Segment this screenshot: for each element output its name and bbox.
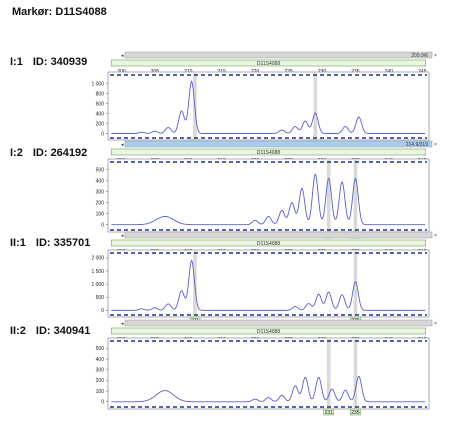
y-tick-label: 400 [96, 111, 105, 117]
y-tick-label: 100 [96, 211, 105, 217]
marker-name: D11S4088 [257, 61, 280, 67]
y-tick-label: 0 [101, 131, 104, 137]
y-tick-label: 200 [96, 378, 105, 384]
panel-3-sample: II:1 [10, 237, 26, 249]
allele-highlight [353, 338, 358, 409]
plot-frame [107, 249, 430, 318]
close-icon: × [434, 142, 437, 148]
allele-call-label: 231 [325, 410, 334, 416]
y-tick-label: 2 000 [91, 256, 104, 262]
y-tick-label: 200 [96, 200, 105, 206]
panel-header-bar [124, 51, 433, 59]
y-tick-label: 500 [96, 295, 105, 301]
y-tick-label: 500 [96, 346, 105, 352]
signal-trace [111, 375, 426, 403]
y-tick-label: 400 [96, 357, 105, 363]
marker-bar [111, 239, 426, 247]
y-tick-label: 500 [96, 167, 105, 173]
panel-3-label: II:1 ID: 335701 [10, 237, 100, 249]
signal-trace [111, 259, 426, 311]
allele-highlight [313, 72, 318, 140]
panel-3-id: ID: 335701 [35, 237, 91, 249]
y-tick-label: 300 [96, 189, 105, 195]
y-tick-label: 1 000 [91, 282, 104, 288]
y-tick-label: 300 [96, 368, 105, 374]
marker-bar [111, 59, 426, 67]
allele-highlight [326, 159, 331, 232]
y-tick-label: 0 [101, 222, 104, 228]
panel-2-sample: I:2 [10, 147, 23, 159]
plot-frame [107, 337, 430, 410]
y-tick-label: 100 [96, 389, 105, 395]
close-icon: × [434, 53, 437, 59]
signal-trace [111, 172, 426, 226]
header-left-arrow: ◂ [121, 233, 124, 239]
chart-panel-4: ◂×D11S4088200205210215220225230235240245… [96, 319, 437, 416]
marker-title: Markør: D11S4088 [12, 6, 107, 18]
marker-bar [111, 148, 426, 156]
y-tick-label: 0 [101, 308, 104, 314]
panel-1-label: I:1 ID: 340939 [10, 56, 97, 68]
y-tick-label: 600 [96, 101, 105, 107]
allele-call-box [323, 408, 334, 416]
marker-name: D11S4088 [257, 241, 280, 247]
y-tick-label: 200 [96, 121, 105, 127]
allele-call-label: 235 [351, 410, 360, 416]
panel-1-id: ID: 340939 [32, 56, 88, 68]
header-left-arrow: ◂ [121, 142, 124, 148]
allele-highlight [326, 338, 331, 409]
chart-panel-2: ◂214.9/319×D11S4088200205210215220225230… [96, 140, 437, 239]
header-left-arrow: ◂ [121, 321, 124, 327]
signal-trace [111, 80, 426, 134]
y-tick-label: 1 500 [91, 269, 104, 275]
marker-name: D11S4088 [257, 329, 280, 335]
panel-header-bar [124, 231, 433, 239]
allele-highlight [353, 159, 358, 232]
panel-4-id: ID: 340941 [35, 325, 91, 337]
header-value: 214.9/319 [406, 142, 428, 148]
chart-panel-1: ◂209.9/6×D11S408820020521021522022523023… [91, 51, 437, 147]
panel-2-label: I:2 ID: 264192 [10, 147, 97, 159]
marker-name: D11S4088 [257, 150, 280, 156]
panel-2-id: ID: 264192 [32, 147, 88, 159]
plot-frame [107, 158, 430, 233]
chart-panel-3: ◂×D11S4088200205210215220225230235240245… [91, 231, 437, 324]
y-tick-label: 400 [96, 178, 105, 184]
allele-highlight [353, 250, 358, 317]
marker-bar [111, 327, 426, 335]
y-tick-label: 800 [96, 91, 105, 97]
panel-header-bar [124, 140, 433, 148]
y-tick-label: 0 [101, 400, 104, 406]
panel-1-sample: I:1 [10, 56, 23, 68]
y-tick-label: 1 000 [91, 81, 104, 87]
panel-header-bar [124, 319, 433, 327]
header-left-arrow: ◂ [121, 53, 124, 59]
plot-frame [107, 71, 430, 141]
panel-4-sample: II:2 [10, 325, 26, 337]
close-icon: × [434, 321, 437, 327]
panel-4-label: II:2 ID: 340941 [10, 325, 100, 337]
header-value: 209.9/6 [411, 53, 428, 59]
close-icon: × [434, 233, 437, 239]
allele-call-box [350, 408, 361, 416]
